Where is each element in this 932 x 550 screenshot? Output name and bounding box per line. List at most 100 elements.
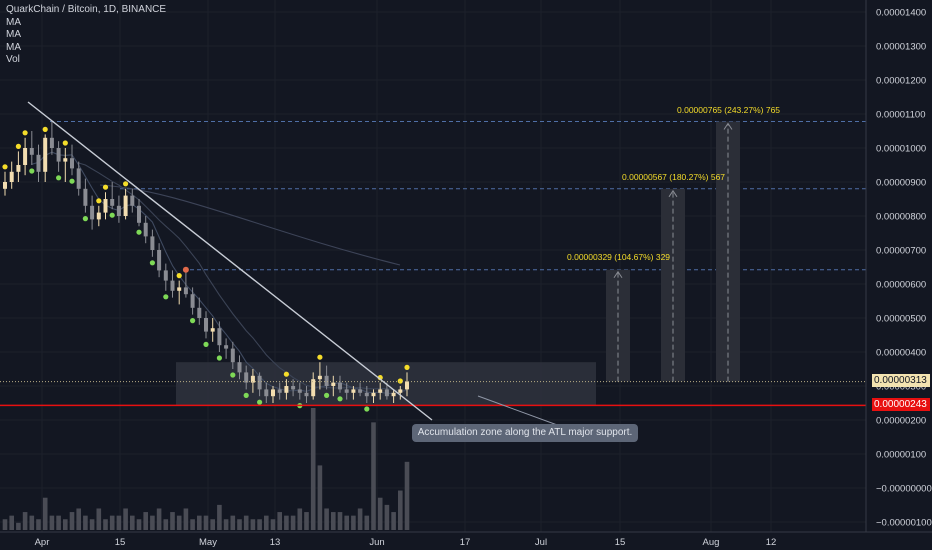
- legend: QuarkChain / Bitcoin, 1D, BINANCE MA MA …: [6, 4, 166, 67]
- candle-body: [36, 154, 41, 172]
- volume-bar: [156, 508, 162, 530]
- signal-dot-green: [29, 168, 35, 174]
- candle-body: [76, 168, 81, 189]
- candle-body: [405, 381, 409, 390]
- candle-body: [29, 148, 34, 155]
- candle-body: [157, 250, 162, 271]
- signal-dot-green: [216, 355, 222, 361]
- volume-bar: [197, 515, 202, 530]
- candle-body: [398, 389, 403, 393]
- candle-body: [271, 389, 275, 397]
- signal-dot-yellow: [176, 273, 182, 279]
- volume-bar: [297, 508, 303, 530]
- callout-pointer: [477, 395, 561, 427]
- candle-body: [250, 375, 255, 383]
- volume-bar: [29, 515, 35, 530]
- signal-dot-green: [203, 341, 209, 347]
- time-tick-label: Apr: [35, 537, 50, 548]
- price-tick-label: 0.00000100: [876, 450, 926, 461]
- candle-body: [371, 392, 376, 397]
- time-tick-label: 17: [460, 537, 471, 548]
- target-projections: [50, 120, 866, 382]
- signal-dot-yellow: [22, 130, 28, 136]
- price-tick-label: 0.00000400: [876, 348, 926, 359]
- time-tick-label: Aug: [703, 537, 720, 548]
- candle-body: [3, 182, 7, 189]
- candle-body: [338, 382, 342, 390]
- volume-bar: [391, 512, 396, 530]
- indicator-ma-2[interactable]: MA: [6, 29, 21, 40]
- indicator-ma-3[interactable]: MA: [6, 41, 21, 53]
- signal-dot-yellow: [62, 140, 68, 146]
- candle-body: [70, 158, 74, 169]
- volume-bar: [351, 515, 356, 530]
- volume-bar: [9, 515, 14, 530]
- price-tick-label: 0.00001100: [876, 110, 926, 121]
- candle-body: [391, 392, 396, 397]
- target-label-2: 0.00000567 (180.27%) 567: [622, 172, 726, 182]
- target-arrow-head: [613, 270, 623, 278]
- volume-bar: [150, 515, 155, 530]
- volume-bar: [69, 512, 75, 530]
- signal-dot-yellow: [123, 181, 129, 187]
- volume-bar: [36, 519, 41, 530]
- volume-bar: [109, 515, 115, 530]
- candle-body: [23, 148, 28, 165]
- volume-bar: [49, 515, 55, 530]
- candle-body: [230, 348, 235, 363]
- accumulation-callout[interactable]: Accumulation zone along the ATL major su…: [412, 424, 638, 442]
- candle-body: [43, 137, 48, 172]
- signal-dot-green: [109, 212, 115, 218]
- volume-bar: [317, 465, 323, 530]
- indicator-ma-1[interactable]: MA: [6, 16, 21, 28]
- price-tick-label: 0.00001200: [876, 76, 926, 87]
- price-tick-label: 0.00001300: [876, 42, 926, 53]
- candle-body: [130, 195, 135, 206]
- candle-body: [123, 195, 128, 216]
- volume-bar: [89, 519, 95, 530]
- candle-body: [244, 372, 249, 383]
- candle-body: [297, 389, 302, 393]
- volume-bar: [310, 408, 316, 530]
- indicator-vol[interactable]: Vol: [6, 54, 20, 65]
- volume-bar: [277, 512, 282, 530]
- volume-bar: [183, 508, 189, 530]
- candle-body: [291, 386, 296, 390]
- volume-bar: [96, 508, 102, 530]
- volume-bar: [371, 422, 376, 530]
- candle-body: [217, 328, 222, 346]
- support-price-tag: 0.00000243: [872, 398, 930, 411]
- candle-body: [224, 345, 229, 349]
- volume-bar: [56, 515, 61, 530]
- volume-bar: [404, 461, 410, 530]
- price-tick-label: 0.00000900: [876, 178, 926, 189]
- candle-body: [384, 389, 389, 397]
- candle-body: [210, 328, 215, 332]
- price-tick-label: 0.00000300: [876, 382, 926, 393]
- volume-bar: [22, 512, 28, 530]
- volume-bar: [331, 512, 336, 530]
- price-tick-label: −0.00000000: [876, 484, 932, 495]
- candle-body: [364, 392, 369, 397]
- candle-body: [304, 392, 309, 397]
- volume-bar: [143, 512, 148, 530]
- signal-dot-green: [337, 396, 343, 402]
- volume-bar: [384, 504, 390, 530]
- signal-dots: [2, 126, 410, 412]
- signal-dot-yellow: [96, 198, 102, 204]
- signal-dot-yellow: [102, 184, 109, 190]
- candle-body: [324, 375, 329, 386]
- candle-body: [16, 165, 21, 172]
- signal-dot-green: [190, 318, 196, 324]
- candle-body: [264, 389, 269, 397]
- candle-body: [183, 287, 188, 295]
- time-tick-label: Jul: [535, 537, 547, 548]
- candle-body: [344, 389, 349, 393]
- volume-bar: [42, 497, 48, 530]
- candle-body: [63, 158, 68, 162]
- price-tick-label: 0.00001000: [876, 144, 926, 155]
- price-tick-label: 0.00001400: [876, 8, 926, 19]
- candle-body: [90, 205, 95, 220]
